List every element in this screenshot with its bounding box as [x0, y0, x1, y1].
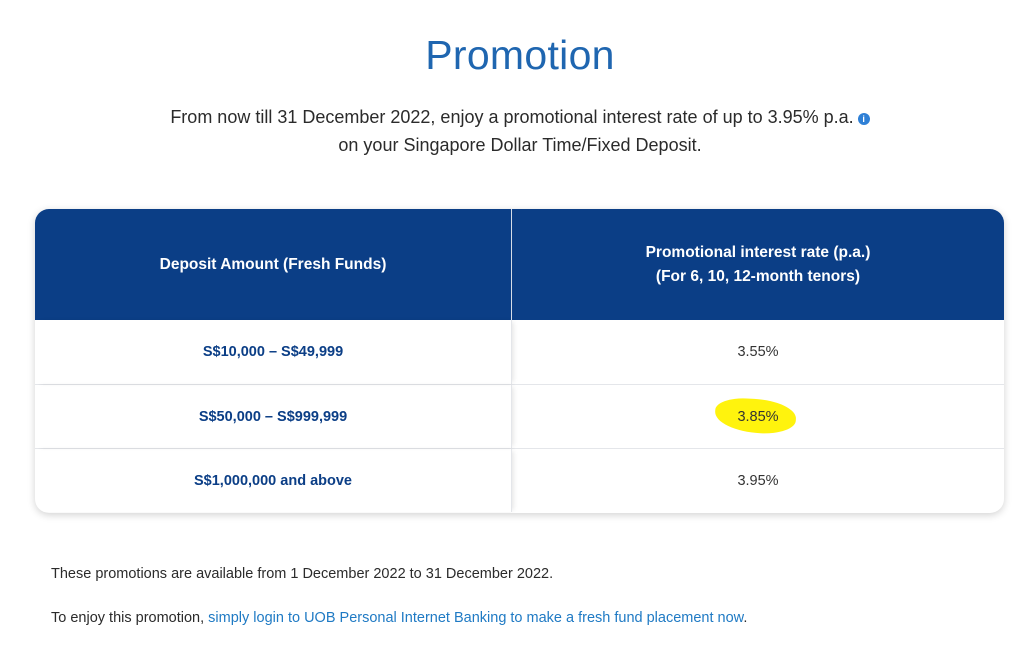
deposit-amount-cell: S$50,000 – S$999,999 — [35, 385, 512, 448]
table-row: S$50,000 – S$999,999 3.85% — [35, 384, 1004, 448]
interest-rate-value: 3.85% — [737, 408, 779, 425]
page-title: Promotion — [425, 32, 615, 78]
rates-table: Deposit Amount (Fresh Funds) Promotional… — [35, 209, 1004, 513]
enjoy-note-suffix: . — [743, 610, 748, 626]
login-uob-banking-link[interactable]: simply login to UOB Personal Internet Ba… — [208, 610, 744, 626]
deposit-amount-cell: S$10,000 – S$49,999 — [35, 320, 512, 384]
interest-rate-cell: 3.55% — [737, 344, 779, 360]
interest-rate-cell-highlighted: 3.85% — [512, 385, 1004, 448]
header-deposit-amount: Deposit Amount (Fresh Funds) — [35, 209, 512, 320]
intro-line-1: From now till 31 December 2022, enjoy a … — [0, 103, 1024, 131]
info-icon[interactable]: i — [857, 113, 870, 125]
header-interest-rate: Promotional interest rate (p.a.) (For 6,… — [512, 209, 1004, 320]
deposit-amount-cell: S$1,000,000 and above — [35, 449, 512, 512]
promotion-intro: From now till 31 December 2022, enjoy a … — [0, 103, 1024, 159]
enjoy-note-prefix: To enjoy this promotion, — [51, 610, 209, 626]
table-row: S$1,000,000 and above 3.95% — [35, 448, 1004, 512]
yellow-highlight-mark: 3.85% — [733, 407, 782, 427]
availability-note: These promotions are available from 1 De… — [51, 566, 554, 582]
table-row: S$10,000 – S$49,999 3.55% — [35, 320, 1004, 384]
table-body: S$10,000 – S$49,999 3.55% S$50,000 – S$9… — [35, 320, 1004, 512]
intro-text-1: From now till 31 December 2022, enjoy a … — [170, 107, 854, 127]
header-interest-rate-line1: Promotional interest rate (p.a.) — [645, 243, 871, 261]
enjoy-note: To enjoy this promotion, simply login to… — [51, 610, 747, 626]
intro-text-2: on your Singapore Dollar Time/Fixed Depo… — [338, 135, 702, 155]
table-header: Deposit Amount (Fresh Funds) Promotional… — [35, 209, 1004, 320]
interest-rate-cell: 3.95% — [737, 472, 779, 489]
header-interest-rate-line2: (For 6, 10, 12-month tenors) — [655, 267, 861, 285]
